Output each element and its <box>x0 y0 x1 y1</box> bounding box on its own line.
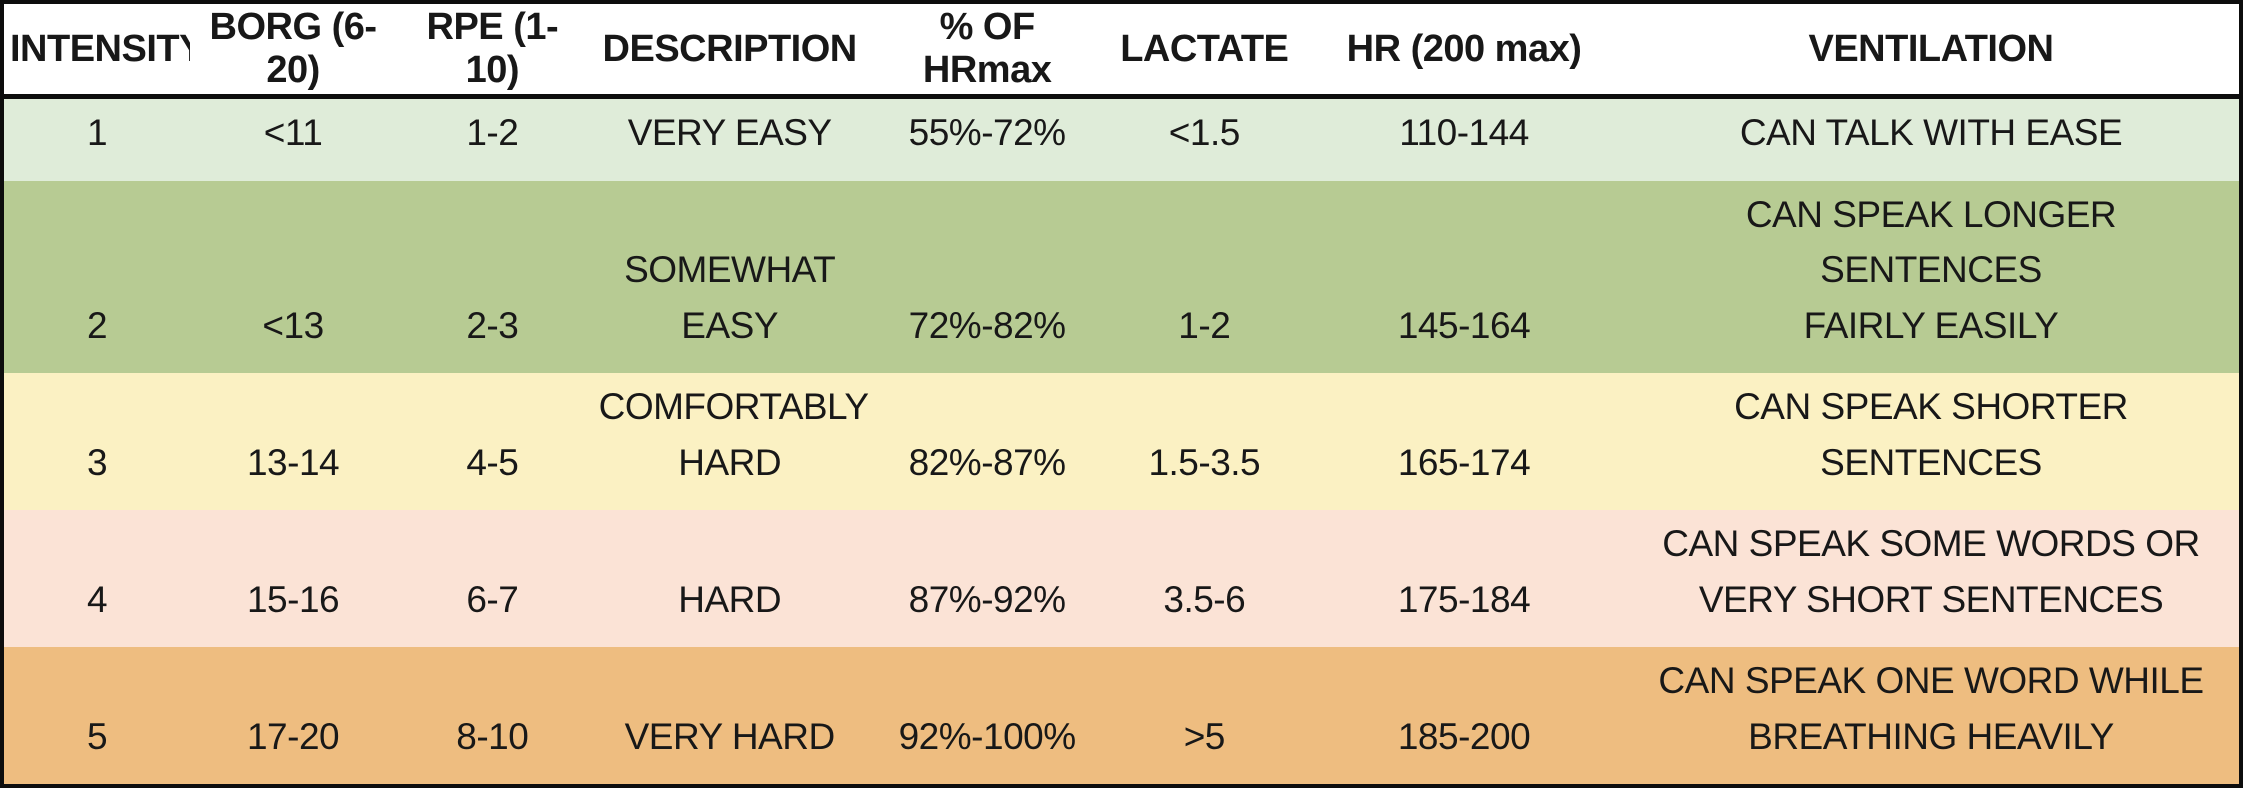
cell-hr: 175-184 <box>1397 578 1531 620</box>
cell-intensity: 4 <box>86 578 108 620</box>
cell-hrmax-percent: 87%-92% <box>908 578 1066 620</box>
cell-lactate: <1.5 <box>1168 112 1241 153</box>
cell-hrmax-percent: 82%-87% <box>908 441 1066 483</box>
table-row-zone-2: 2 <13 2-3 SOMEWHAT EASY 72%-82% 1-2 145-… <box>2 180 2241 373</box>
cell-borg: 13-14 <box>246 441 340 483</box>
cell-description: HARD <box>678 578 782 620</box>
cell-intensity: 3 <box>86 441 108 483</box>
cell-lactate: 3.5-6 <box>1163 578 1246 620</box>
cell-description: SOMEWHAT EASY <box>624 249 836 346</box>
table-row-zone-4: 4 15-16 6-7 HARD 87%-92% 3.5-6 175-184 C… <box>2 510 2241 647</box>
cell-hr: 165-174 <box>1397 441 1531 483</box>
cell-intensity: 2 <box>86 304 108 346</box>
cell-description: VERY HARD <box>624 715 836 757</box>
cell-lactate: >5 <box>1183 715 1226 757</box>
cell-rpe: 2-3 <box>466 304 519 346</box>
cell-intensity: 5 <box>86 715 108 757</box>
cell-ventilation: CAN SPEAK LONGER SENTENCES FAIRLY EASILY <box>1745 193 2117 346</box>
table-row-zone-5: 5 17-20 8-10 VERY HARD 92%-100% >5 185-2… <box>2 647 2241 786</box>
table-header-row: INTENSITY BORG (6-20) RPE (1-10) DESCRIP… <box>2 2 2241 99</box>
cell-ventilation: CAN SPEAK SOME WORDS OR VERY SHORT SENTE… <box>1662 523 2200 620</box>
cell-borg: <13 <box>262 304 324 346</box>
header-cell-borg: BORG (6-20) <box>190 2 397 99</box>
cell-hr: 145-164 <box>1397 304 1531 346</box>
header-cell-description: DESCRIPTION <box>588 2 871 99</box>
cell-ventilation: CAN TALK WITH EASE <box>1739 112 2123 153</box>
cell-hrmax-percent: 72%-82% <box>908 304 1066 346</box>
cell-borg: <11 <box>263 112 323 153</box>
cell-ventilation: CAN SPEAK SHORTER SENTENCES <box>1734 386 2128 483</box>
cell-rpe: 1-2 <box>466 112 519 153</box>
cell-hrmax-percent: 55%-72% <box>908 112 1066 153</box>
cell-rpe: 8-10 <box>456 715 529 757</box>
cell-borg: 15-16 <box>246 578 340 620</box>
header-cell-intensity: INTENSITY <box>2 2 191 99</box>
header-cell-hrmax-percent: % OF HRmax <box>870 2 1104 99</box>
cell-hrmax-percent: 92%-100% <box>898 715 1077 757</box>
cell-lactate: 1-2 <box>1178 304 1231 346</box>
cell-hr: 110-144 <box>1399 112 1529 153</box>
cell-lactate: 1.5-3.5 <box>1148 441 1261 483</box>
cell-hr: 185-200 <box>1397 715 1531 757</box>
table-row-zone-1: 1 <11 1-2 VERY EASY 55%-72% <1.5 110-144… <box>2 96 2241 181</box>
cell-rpe: 4-5 <box>466 441 519 483</box>
cell-description: COMFORTABLY HARD <box>598 386 869 483</box>
cell-ventilation: CAN SPEAK ONE WORD WHILE BREATHING HEAVI… <box>1658 660 2204 757</box>
cell-rpe: 6-7 <box>466 578 519 620</box>
cell-description: VERY EASY <box>627 112 832 153</box>
header-cell-lactate: LACTATE <box>1103 2 1306 99</box>
table-row-zone-3: 3 13-14 4-5 COMFORTABLY HARD 82%-87% 1.5… <box>2 373 2241 510</box>
header-cell-rpe: RPE (1-10) <box>396 2 589 99</box>
cell-intensity: 1 <box>86 112 108 153</box>
header-cell-ventilation: VENTILATION <box>1622 2 2241 99</box>
cell-borg: 17-20 <box>246 715 340 757</box>
header-cell-hr: HR (200 max) <box>1305 2 1623 99</box>
